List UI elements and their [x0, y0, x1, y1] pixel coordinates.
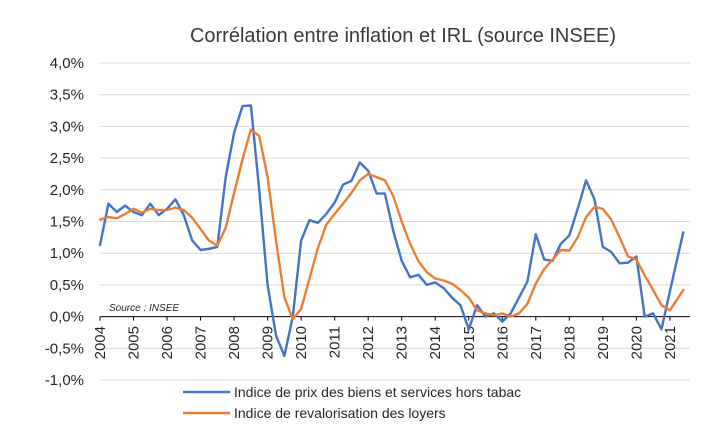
x-tick-label: 2015	[461, 326, 478, 359]
x-tick-label: 2004	[92, 326, 109, 359]
y-tick-label: 3,5%	[50, 87, 84, 104]
x-tick-label: 2014	[427, 326, 444, 359]
y-tick-label: 2,5%	[50, 150, 84, 167]
legend-label-inflation: Indice de prix des biens et services hor…	[234, 384, 521, 400]
x-tick-label: 2008	[226, 326, 243, 359]
x-tick-label: 2010	[293, 326, 310, 359]
y-tick-label: 1,0%	[50, 245, 84, 262]
y-axis-ticks: -1,0% -0,5% 0,0% 0,5% 1,0% 1,5% 2,0% 2,5% 3,0% 3,…	[45, 55, 84, 389]
y-tick-label: -0,5%	[45, 340, 84, 357]
gridlines	[100, 62, 690, 381]
x-tick-label: 2006	[159, 326, 176, 359]
x-tick-label: 2005	[126, 326, 143, 359]
x-tick-label: 2011	[327, 326, 344, 358]
legend-label-irl: Indice de revalorisation des loyers	[234, 405, 446, 421]
x-tick-label: 2021	[662, 326, 679, 359]
x-tick-label: 2016	[494, 326, 511, 359]
y-tick-label: 4,0%	[50, 55, 84, 72]
y-tick-label: 0,0%	[50, 309, 84, 326]
y-tick-label: -1,0%	[45, 372, 84, 389]
x-tick-label: 2009	[260, 326, 277, 359]
chart-title: Corrélation entre inflation et IRL (sour…	[190, 25, 616, 47]
x-tick-label: 2018	[561, 326, 578, 359]
x-tick-label: 2017	[528, 326, 545, 359]
y-tick-label: 3,0%	[50, 118, 84, 135]
x-axis-ticks: 2004 2005 2006 2007 2008 2009 2010 2011 2012 2013…	[92, 316, 679, 359]
x-tick-label: 2019	[595, 326, 612, 359]
series-line-inflation	[98, 104, 685, 358]
x-tick-label: 2013	[394, 326, 411, 359]
y-tick-label: 1,5%	[50, 214, 84, 231]
series-line-irl	[98, 128, 685, 321]
y-tick-label: 2,0%	[50, 182, 84, 199]
y-tick-label: 0,5%	[50, 277, 84, 294]
series-lines	[98, 104, 685, 358]
x-tick-label: 2020	[628, 326, 645, 359]
source-note: Source : INSEE	[109, 303, 179, 314]
legend: Indice de prix des biens et services hor…	[183, 384, 521, 421]
x-tick-label: 2007	[193, 326, 210, 359]
x-tick-label: 2012	[360, 326, 377, 359]
